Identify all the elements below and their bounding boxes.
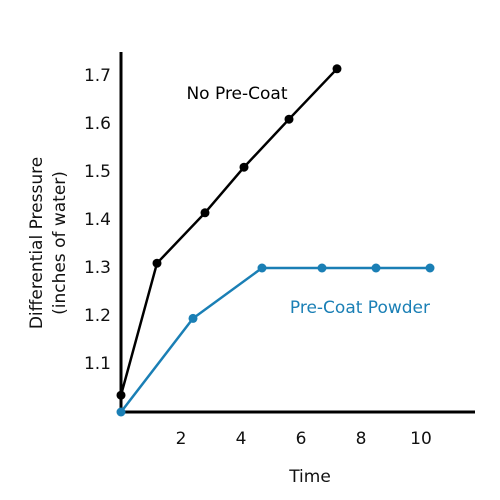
x-tick-label: 6 [296, 429, 307, 449]
data-point [371, 263, 381, 273]
data-point [116, 407, 126, 417]
series-line [120, 266, 430, 413]
data-point [317, 263, 327, 273]
y-tick-label: 1.1 [84, 354, 111, 374]
data-point [332, 64, 342, 74]
x-tick-label: 8 [356, 429, 367, 449]
series-line [119, 67, 338, 396]
y-tick-label: 1.4 [84, 210, 111, 230]
data-point [239, 162, 249, 172]
data-point [152, 258, 162, 268]
y-axis-label: Differential Pressure [27, 157, 47, 329]
data-point [425, 263, 435, 273]
y-axis-label: (inches of water) [50, 171, 70, 315]
data-point [188, 313, 198, 323]
x-tick-label: 4 [236, 429, 247, 449]
data-point [284, 114, 294, 124]
series-label: Pre-Coat Powder [290, 298, 430, 318]
y-tick-label: 1.5 [84, 162, 111, 182]
y-tick-label: 1.3 [84, 258, 111, 278]
x-axis-label: Time [288, 467, 331, 487]
x-tick-label: 10 [410, 429, 432, 449]
y-tick-label: 1.2 [84, 306, 111, 326]
data-point [116, 390, 126, 400]
y-tick-label: 1.7 [84, 66, 111, 86]
series-label: No Pre-Coat [186, 84, 287, 104]
y-tick-label: 1.6 [84, 114, 111, 134]
x-tick-label: 2 [176, 429, 187, 449]
data-point [200, 208, 210, 218]
data-point [257, 263, 267, 273]
